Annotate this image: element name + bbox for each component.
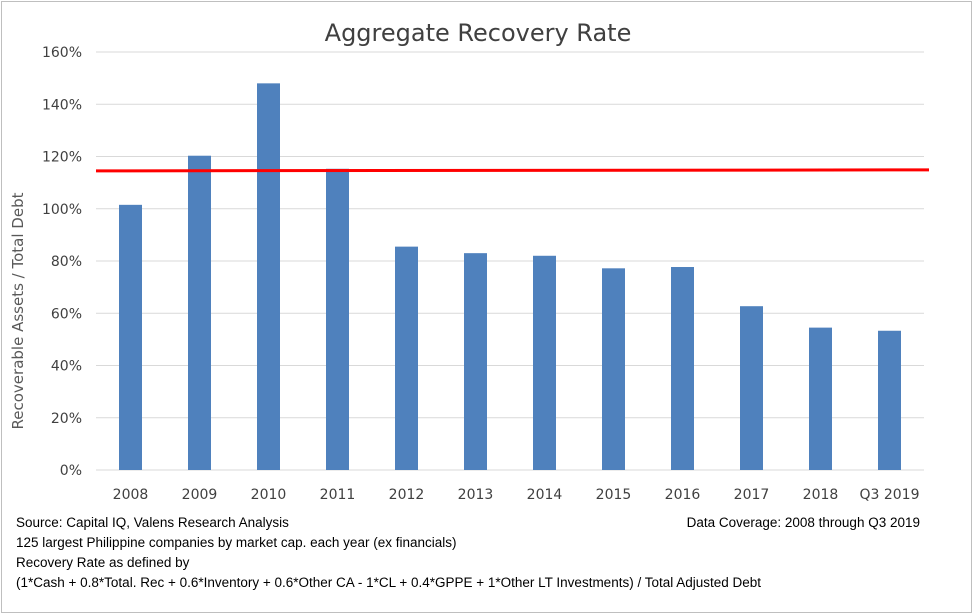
bar-2016 — [671, 267, 694, 470]
bar-2009 — [188, 155, 211, 470]
reference-line-group — [95, 168, 930, 173]
x-tick-label: 2010 — [251, 487, 287, 503]
x-tick-label: 2017 — [734, 487, 770, 503]
x-tick-label: 2013 — [458, 487, 494, 503]
bar-2011 — [326, 168, 349, 470]
y-tick-label: 0% — [60, 463, 82, 479]
source-note: Source: Capital IQ, Valens Research Anal… — [16, 515, 289, 530]
bar-q3-2019 — [878, 330, 901, 470]
formula-note: (1*Cash + 0.8*Total. Rec + 0.6*Inventory… — [16, 575, 761, 590]
x-tick-label: Q3 2019 — [859, 487, 919, 503]
bar-2014 — [533, 255, 556, 470]
y-axis-label: Recoverable Assets / Total Debt — [9, 192, 27, 429]
definition-intro: Recovery Rate as defined by — [16, 555, 190, 570]
coverage-note: Data Coverage: 2008 through Q3 2019 — [687, 515, 920, 530]
x-tick-label: 2018 — [803, 487, 839, 503]
x-tick-label: 2012 — [389, 487, 425, 503]
reference-line — [95, 168, 930, 173]
universe-note: 125 largest Philippine companies by mark… — [16, 535, 456, 550]
bar-2012 — [395, 246, 418, 470]
gridlines — [96, 51, 924, 471]
bar-2013 — [464, 253, 487, 470]
x-axis-ticks: 2008 2009 2010 2011 2012 2013 2014 2015 2016 2017… — [113, 487, 920, 503]
bar-2015 — [602, 268, 625, 470]
bars — [119, 83, 901, 471]
chart-title: Aggregate Recovery Rate — [325, 19, 632, 47]
bar-2010 — [257, 83, 280, 470]
x-tick-label: 2016 — [665, 487, 701, 503]
y-tick-label: 140% — [42, 97, 82, 113]
bar-2008 — [119, 204, 142, 471]
x-tick-label: 2009 — [182, 487, 218, 503]
x-tick-label: 2015 — [596, 487, 632, 503]
y-tick-label: 60% — [51, 306, 82, 322]
y-tick-label: 120% — [42, 150, 82, 166]
y-tick-label: 40% — [51, 359, 82, 375]
x-tick-label: 2011 — [320, 487, 356, 503]
y-tick-label: 80% — [51, 254, 82, 270]
bar-2018 — [809, 327, 832, 470]
y-tick-label: 20% — [51, 411, 82, 427]
y-tick-label: 160% — [42, 45, 82, 61]
x-tick-label: 2008 — [113, 487, 149, 503]
bar-2017 — [740, 306, 763, 470]
x-tick-label: 2014 — [527, 487, 563, 503]
y-axis-ticks: 0% 20% 40% 60% 80% 100% 120% 140% 160% — [42, 45, 82, 479]
y-tick-label: 100% — [42, 202, 82, 218]
